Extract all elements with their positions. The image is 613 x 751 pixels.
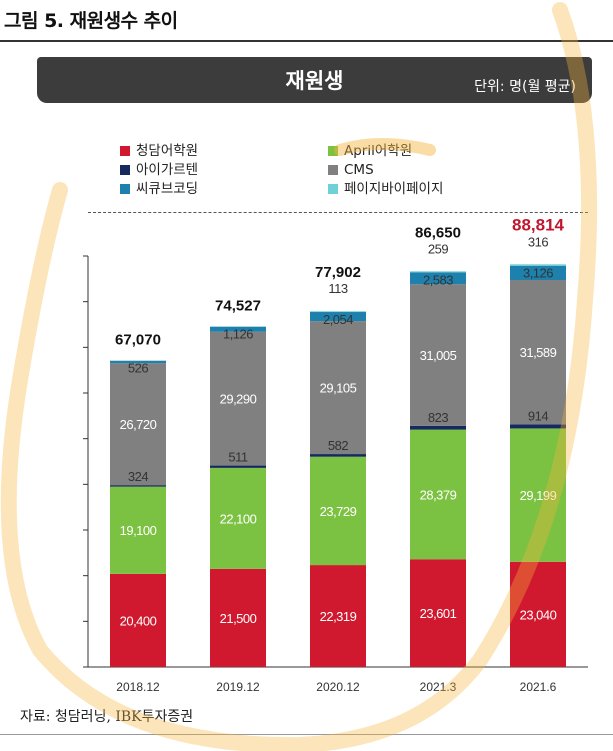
bar-segment <box>210 465 266 468</box>
data-label: 22,100 <box>220 511 257 526</box>
data-label: 914 <box>528 408 548 423</box>
legend-item-ccube: 씨큐브코딩 <box>120 181 198 197</box>
legend-item-chungdahm: 청담어학원 <box>120 143 198 159</box>
legend-item-pagebypage: 페이지바이페이지 <box>328 181 443 197</box>
bar-segment <box>210 331 266 466</box>
data-label: 19,100 <box>120 523 157 538</box>
data-label: 2,054 <box>323 312 353 327</box>
data-label: 582 <box>328 438 348 453</box>
x-tick-label: 2021.3 <box>420 680 457 694</box>
total-label: 86,650 <box>415 224 461 241</box>
bar-segment <box>310 454 366 457</box>
legend-swatch <box>120 146 130 156</box>
bar-segment <box>310 565 366 667</box>
bar-segment <box>110 486 166 574</box>
data-label: 113 <box>328 281 347 296</box>
total-label: 67,070 <box>115 332 161 349</box>
data-label: 20,400 <box>120 613 157 628</box>
data-label: 1,126 <box>223 327 253 342</box>
bar-segment <box>410 559 466 667</box>
data-label: 31,589 <box>520 345 557 360</box>
bar-segment <box>310 311 366 322</box>
bar-segment <box>110 363 166 486</box>
bar-segment <box>510 265 566 281</box>
bar-segment <box>510 264 566 266</box>
data-label: 21,500 <box>220 611 257 626</box>
legend: 청담어학원 아이가르텐 씨큐브코딩 April어학원 CMS 페이지바이페이지 <box>120 143 480 201</box>
bar-segment <box>410 425 466 430</box>
x-tick-label: 2019.12 <box>216 680 260 694</box>
figure-title: 그림 5. 재원생수 추이 <box>4 10 178 32</box>
data-label: 29,105 <box>320 381 357 396</box>
data-label: 526 <box>128 361 148 376</box>
data-label: 26,720 <box>120 417 157 432</box>
bar-segment <box>210 326 266 332</box>
bar-segment <box>410 429 466 560</box>
total-label: 77,902 <box>315 264 361 281</box>
data-label: 23,601 <box>420 606 457 621</box>
data-label: 29,199 <box>520 488 557 503</box>
bar-segment <box>410 284 466 426</box>
data-label: 3,126 <box>523 266 553 281</box>
title-rule <box>0 40 613 42</box>
bar-segment <box>310 321 366 455</box>
legend-item-igarten: 아이가르텐 <box>120 162 198 178</box>
legend-swatch <box>328 146 338 156</box>
bar-segment <box>510 280 566 425</box>
legend-divider <box>88 212 588 213</box>
x-tick-label: 2021.6 <box>520 680 557 694</box>
bar-segment <box>210 568 266 667</box>
data-label: 23,729 <box>320 504 357 519</box>
bar-segment <box>110 485 166 487</box>
legend-label: 청담어학원 <box>136 143 199 159</box>
data-label: 23,040 <box>520 607 557 622</box>
data-label: 316 <box>528 234 548 249</box>
data-label: 29,290 <box>220 392 257 407</box>
legend-item-cms: CMS <box>328 162 374 178</box>
source-rule <box>0 734 613 735</box>
data-label: 823 <box>428 410 448 425</box>
bar-segment <box>310 456 366 566</box>
legend-label: 페이지바이페이지 <box>344 181 444 197</box>
data-label: 259 <box>428 241 448 256</box>
bar-segment <box>410 272 466 285</box>
x-tick-label: 2018.12 <box>116 680 160 694</box>
bar-segment <box>210 467 266 569</box>
legend-label: 아이가르텐 <box>136 162 199 178</box>
data-label: 31,005 <box>420 348 457 363</box>
bar-segment <box>410 271 466 273</box>
bar-segment <box>510 424 566 429</box>
x-tick-label: 2020.12 <box>316 680 360 694</box>
data-label: 511 <box>228 450 247 465</box>
data-label: 28,379 <box>420 487 457 502</box>
source-note: 자료: 청담러닝, IBK투자증권 <box>20 709 194 725</box>
bar-segment <box>110 573 166 667</box>
legend-item-april: April어학원 <box>328 143 412 159</box>
chart-title: 재원생 <box>285 69 344 93</box>
bar-segment <box>110 360 166 364</box>
legend-label: April어학원 <box>344 143 413 159</box>
data-label: 2,583 <box>423 272 453 287</box>
legend-swatch <box>328 165 338 175</box>
total-label: 74,527 <box>215 298 261 315</box>
bar-segment <box>310 311 366 313</box>
chart-banner: 재원생 단위: 명(월 평균) <box>37 57 592 103</box>
legend-label: 씨큐브코딩 <box>136 181 199 197</box>
data-label: 22,319 <box>320 609 357 624</box>
unit-label: 단위: 명(월 평균) <box>474 79 576 95</box>
legend-swatch <box>120 165 130 175</box>
stacked-bar-chart: 20,400 19,100 324 26,720 526 67,070 2018.12 21,… <box>83 215 588 694</box>
legend-swatch <box>120 184 130 194</box>
total-label: 88,814 <box>512 215 565 234</box>
bar-segment <box>510 561 566 667</box>
legend-label: CMS <box>344 162 374 178</box>
legend-swatch <box>328 184 338 194</box>
data-label: 324 <box>128 469 148 484</box>
bar-segment <box>510 428 566 562</box>
